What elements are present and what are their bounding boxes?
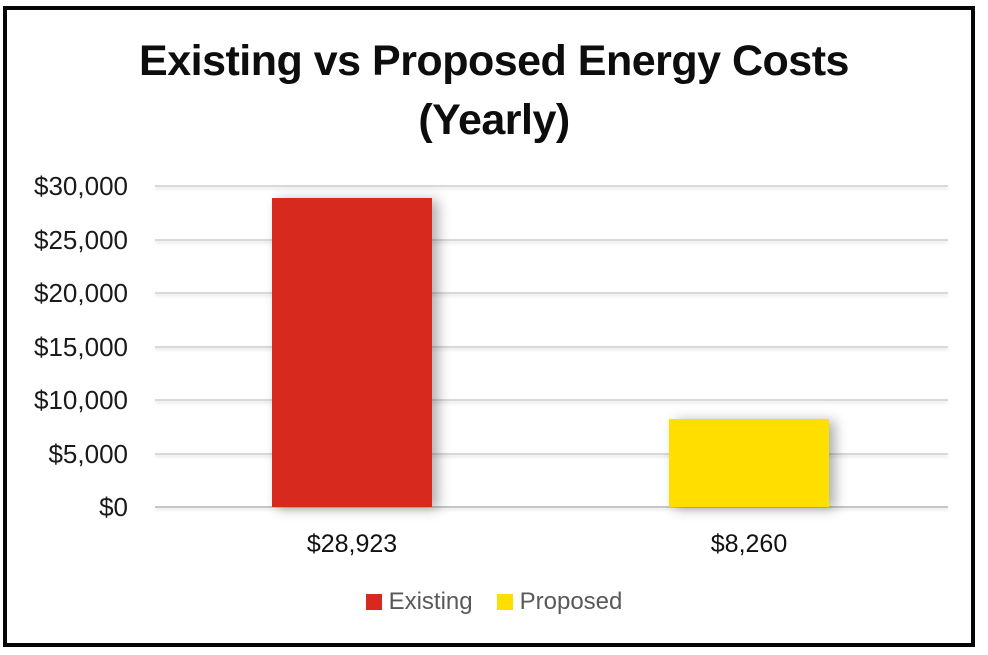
legend-item-proposed: Proposed bbox=[496, 588, 623, 616]
y-tick-label: $30,000 bbox=[34, 171, 128, 201]
chart-title-line1: Existing vs Proposed Energy Costs bbox=[139, 37, 849, 85]
legend-label: Proposed bbox=[519, 588, 623, 615]
legend-swatch-icon bbox=[365, 594, 382, 610]
y-tick-label: $0 bbox=[99, 492, 128, 522]
bar-value-label-proposed: $8,260 bbox=[710, 530, 788, 558]
legend-item-existing: Existing bbox=[365, 588, 473, 616]
x-axis-baseline bbox=[155, 506, 948, 508]
legend: Existing Proposed bbox=[0, 588, 988, 616]
chart-border bbox=[3, 6, 975, 647]
y-tick-label: $20,000 bbox=[34, 278, 128, 308]
legend-label: Existing bbox=[388, 588, 473, 615]
gridline bbox=[155, 399, 948, 401]
gridline bbox=[155, 452, 948, 455]
bar-existing bbox=[272, 198, 432, 507]
gridline bbox=[155, 185, 948, 187]
gridline bbox=[155, 345, 948, 348]
y-tick-label: $15,000 bbox=[34, 331, 128, 362]
gridline bbox=[155, 292, 948, 294]
y-tick-label: $10,000 bbox=[34, 385, 128, 415]
chart-title: Existing vs Proposed Energy Costs (Yearl… bbox=[0, 32, 988, 150]
y-tick-label: $25,000 bbox=[34, 224, 128, 255]
y-tick-label: $5,000 bbox=[48, 438, 128, 469]
bar-proposed bbox=[669, 419, 829, 507]
chart-title-line2: (Yearly) bbox=[418, 96, 570, 144]
gridline bbox=[155, 238, 948, 241]
bar-value-label-existing: $28,923 bbox=[306, 530, 398, 558]
legend-swatch-icon bbox=[496, 594, 513, 610]
